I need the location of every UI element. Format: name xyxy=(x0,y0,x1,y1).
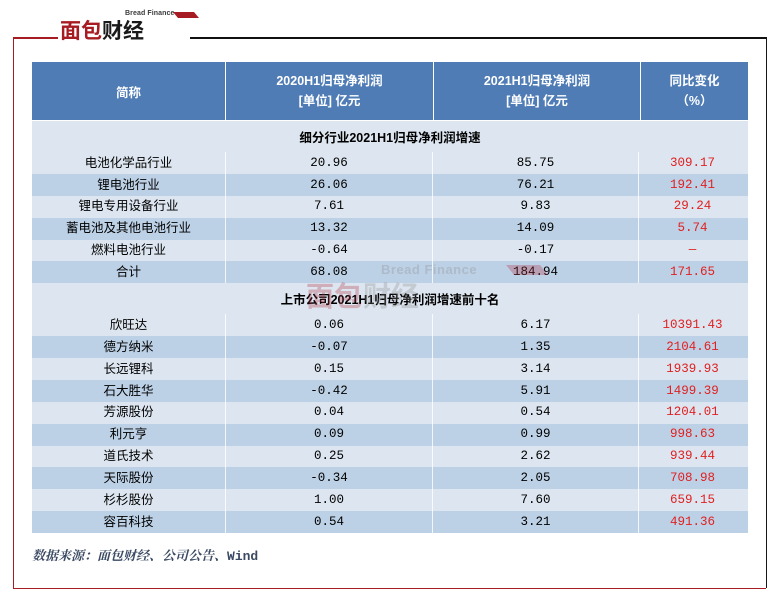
svg-text:财经: 财经 xyxy=(102,20,144,43)
svg-text:面包: 面包 xyxy=(60,20,102,43)
